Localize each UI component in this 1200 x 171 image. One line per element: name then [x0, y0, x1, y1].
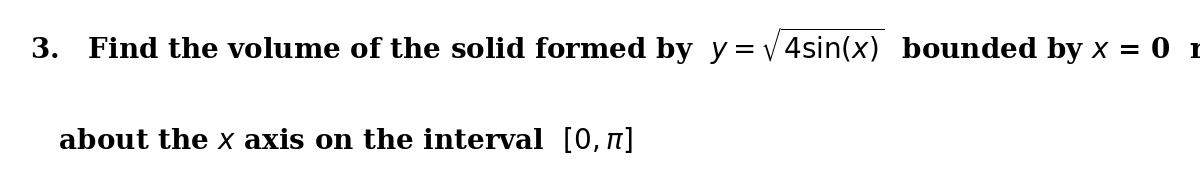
Text: 3.   Find the volume of the solid formed by  $y = \sqrt{4\sin(x)}$  bounded by $: 3. Find the volume of the solid formed b… [30, 25, 1200, 67]
Text: about the $x$ axis on the interval  $\left[0,\pi\right]$: about the $x$ axis on the interval $\lef… [30, 125, 632, 155]
